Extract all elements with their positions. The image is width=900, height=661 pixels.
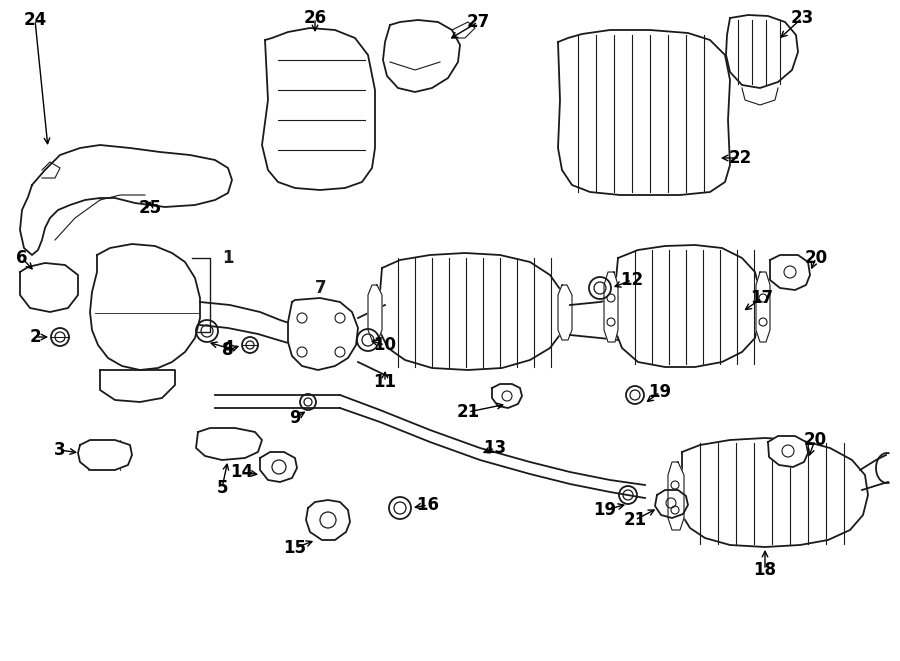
Text: 17: 17	[751, 289, 774, 307]
Text: 7: 7	[315, 279, 327, 297]
Text: 10: 10	[374, 336, 397, 354]
Text: 21: 21	[456, 403, 480, 421]
Polygon shape	[90, 244, 200, 370]
Text: 19: 19	[593, 501, 616, 519]
Polygon shape	[770, 255, 810, 290]
Polygon shape	[668, 462, 684, 530]
Polygon shape	[378, 253, 565, 370]
Text: 15: 15	[284, 539, 307, 557]
Text: 20: 20	[805, 249, 828, 267]
Polygon shape	[680, 438, 868, 547]
Text: 6: 6	[16, 249, 28, 267]
Polygon shape	[368, 285, 382, 340]
Text: 26: 26	[303, 9, 327, 27]
Polygon shape	[768, 436, 808, 467]
Polygon shape	[20, 145, 232, 255]
Polygon shape	[260, 452, 297, 482]
Text: 2: 2	[29, 328, 40, 346]
Text: 8: 8	[222, 341, 234, 359]
Text: 20: 20	[804, 431, 826, 449]
Polygon shape	[558, 285, 572, 340]
Text: 13: 13	[483, 439, 507, 457]
Text: 23: 23	[790, 9, 814, 27]
Polygon shape	[655, 490, 688, 518]
Polygon shape	[20, 263, 78, 312]
Polygon shape	[756, 272, 770, 342]
Text: 5: 5	[216, 479, 228, 497]
Polygon shape	[196, 428, 262, 460]
Text: 21: 21	[624, 511, 646, 529]
Polygon shape	[604, 272, 618, 342]
Polygon shape	[288, 298, 358, 370]
Text: 24: 24	[23, 11, 47, 29]
Text: 19: 19	[648, 383, 671, 401]
Text: 22: 22	[728, 149, 752, 167]
Polygon shape	[100, 370, 175, 402]
Polygon shape	[306, 500, 350, 540]
Text: 9: 9	[289, 409, 301, 427]
Text: 11: 11	[374, 373, 397, 391]
Text: 12: 12	[620, 271, 643, 289]
Polygon shape	[78, 440, 132, 470]
Polygon shape	[726, 15, 798, 88]
Text: 3: 3	[54, 441, 66, 459]
Text: 14: 14	[230, 463, 254, 481]
Polygon shape	[262, 28, 375, 190]
Text: 25: 25	[139, 199, 162, 217]
Polygon shape	[558, 30, 730, 195]
Text: 4: 4	[222, 339, 234, 357]
Text: 16: 16	[417, 496, 439, 514]
Polygon shape	[492, 384, 522, 408]
Text: 1: 1	[222, 249, 233, 267]
Text: 18: 18	[753, 561, 777, 579]
Polygon shape	[614, 245, 760, 367]
Polygon shape	[383, 20, 460, 92]
Text: 27: 27	[466, 13, 490, 31]
